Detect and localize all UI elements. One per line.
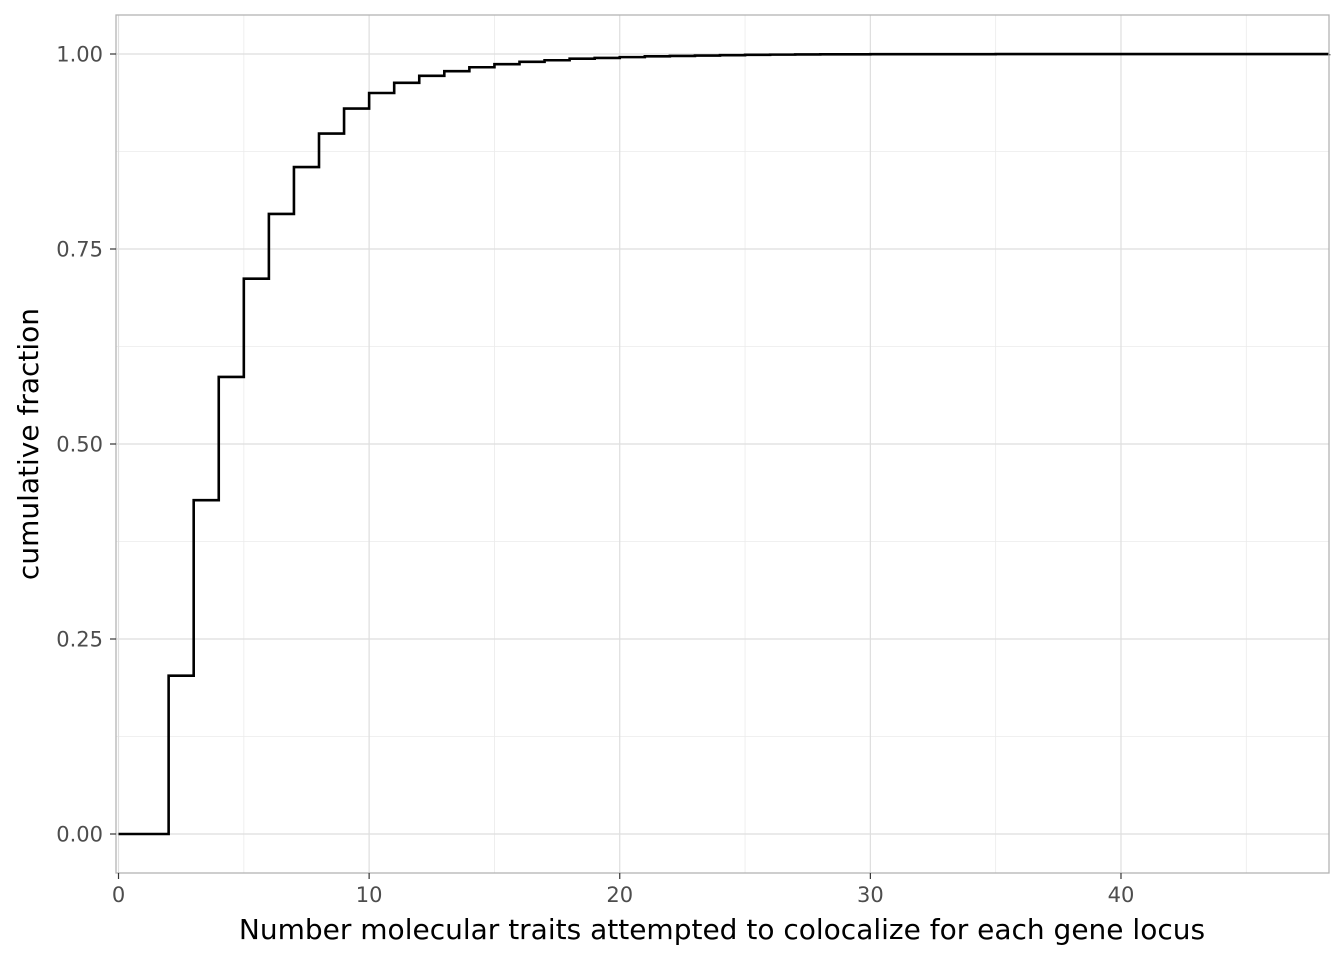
- x-axis-ticks: 0 10 20 30 40: [112, 873, 1135, 907]
- y-tick-label: 0.50: [56, 433, 103, 457]
- x-tick-label: 0: [112, 883, 125, 907]
- y-tick-label: 1.00: [56, 43, 103, 67]
- x-tick-label: 10: [356, 883, 383, 907]
- y-axis-ticks: 0.00 0.25 0.50 0.75 1.00: [56, 43, 116, 847]
- series-layer: [118, 52, 1331, 836]
- x-tick-label: 20: [606, 883, 633, 907]
- x-tick-label: 30: [857, 883, 884, 907]
- y-tick-label: 0.25: [56, 628, 103, 652]
- y-tick-label: 0.75: [56, 238, 103, 262]
- y-axis-title: cumulative fraction: [12, 308, 45, 580]
- x-axis-title: Number molecular traits attempted to col…: [239, 913, 1205, 946]
- cdf-step-line: [118, 52, 1331, 836]
- y-tick-label: 0.00: [56, 823, 103, 847]
- x-tick-label: 40: [1108, 883, 1135, 907]
- major-gridlines: [116, 15, 1329, 873]
